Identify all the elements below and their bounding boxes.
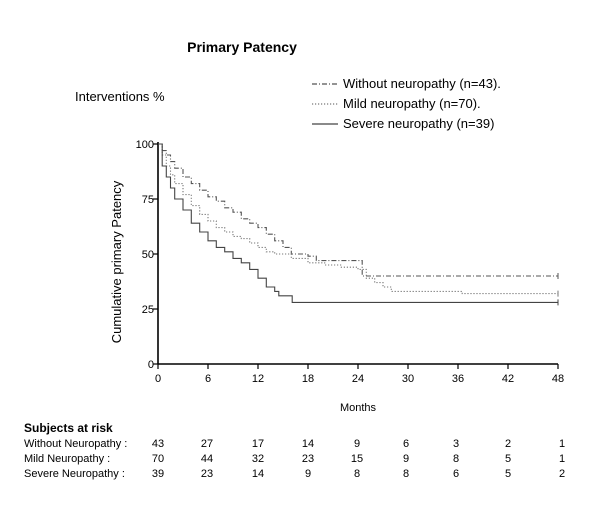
axes: 0 6 12 18 24 30 36 42 48 0 25 50 75 100: [136, 139, 564, 385]
risk-cell: 14: [302, 438, 314, 450]
y-tick-label: 0: [148, 359, 154, 371]
risk-cell: 1: [559, 453, 565, 465]
chart-title: Primary Patency: [187, 39, 297, 55]
risk-cell: 70: [152, 453, 164, 465]
series-line-1: [158, 143, 558, 277]
series-line-3: [158, 143, 558, 303]
legend-label-3: Severe neuropathy (n=39): [343, 116, 494, 131]
y-tick-label: 25: [142, 304, 154, 316]
risk-cell: 32: [252, 453, 264, 465]
risk-cell: 44: [201, 453, 213, 465]
legend: Without neuropathy (n=43). Mild neuropath…: [312, 76, 501, 131]
risk-cell: 27: [201, 438, 213, 450]
risk-cell: 15: [351, 453, 363, 465]
series-line-2: [158, 143, 558, 295]
risk-cell: 5: [505, 453, 511, 465]
survival-curves: [158, 143, 559, 306]
risk-table-title: Subjects at risk: [24, 421, 113, 435]
risk-cell: 1: [559, 438, 565, 450]
risk-cell: 3: [453, 438, 459, 450]
x-tick-label: 0: [155, 373, 161, 385]
risk-cell: 17: [252, 438, 264, 450]
x-tick-label: 12: [252, 373, 264, 385]
risk-cell: 14: [252, 468, 264, 480]
risk-cell: 5: [505, 468, 511, 480]
risk-cell: 9: [305, 468, 311, 480]
risk-cell: 6: [453, 468, 459, 480]
y-tick-label: 100: [136, 139, 154, 151]
risk-cell: 9: [354, 438, 360, 450]
risk-cell: 6: [403, 438, 409, 450]
risk-table: Subjects at risk Without Neuropathy : 43 2…: [24, 421, 565, 480]
risk-row-label: Severe Neuropathy :: [24, 468, 125, 480]
x-tick-label: 36: [452, 373, 464, 385]
y-axis-label: Cumulative primary Patency: [109, 180, 124, 343]
legend-label-2: Mild neuropathy (n=70).: [343, 96, 481, 111]
risk-cell: 23: [302, 453, 314, 465]
risk-cell: 8: [354, 468, 360, 480]
x-tick-label: 42: [502, 373, 514, 385]
risk-row-label: Mild Neuropathy :: [24, 453, 110, 465]
risk-cell: 8: [453, 453, 459, 465]
y-tick-label: 75: [142, 194, 154, 206]
risk-cell: 2: [559, 468, 565, 480]
risk-cell: 8: [403, 468, 409, 480]
x-tick-label: 18: [302, 373, 314, 385]
risk-cell: 9: [403, 453, 409, 465]
x-tick-label: 48: [552, 373, 564, 385]
x-axis-label: Months: [340, 402, 377, 414]
chart-subtitle: Interventions %: [75, 89, 165, 104]
risk-cell: 2: [505, 438, 511, 450]
x-tick-label: 6: [205, 373, 211, 385]
y-tick-label: 50: [142, 249, 154, 261]
x-tick-label: 30: [402, 373, 414, 385]
risk-row-label: Without Neuropathy :: [24, 438, 127, 450]
risk-cell: 39: [152, 468, 164, 480]
risk-cell: 43: [152, 438, 164, 450]
x-tick-label: 24: [352, 373, 364, 385]
risk-cell: 23: [201, 468, 213, 480]
legend-label-1: Without neuropathy (n=43).: [343, 76, 501, 91]
